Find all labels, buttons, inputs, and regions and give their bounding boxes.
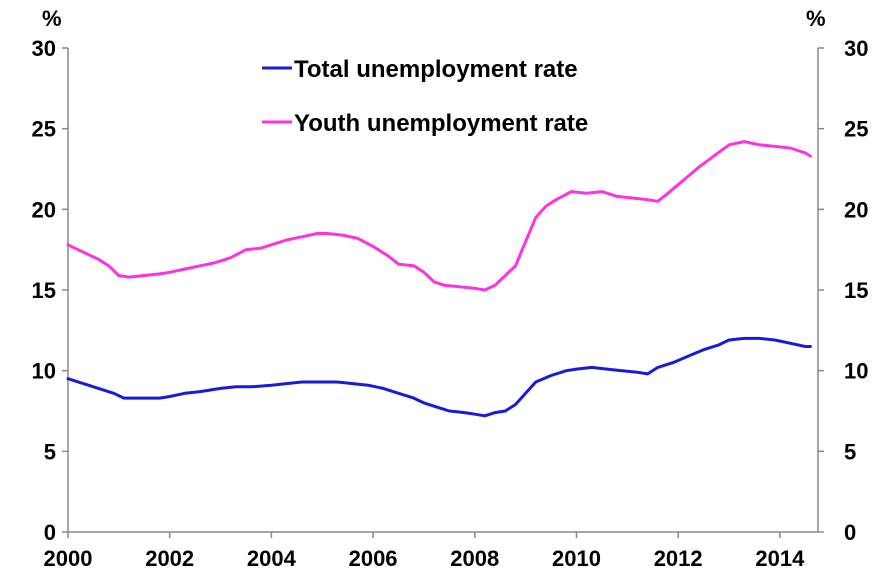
y-tick-label-right: 20 (844, 197, 868, 222)
y-tick-label-left: 20 (32, 197, 56, 222)
x-tick-label: 2012 (654, 546, 703, 571)
legend-item-total: Total unemployment rate (262, 56, 578, 83)
x-tick-label: 2004 (247, 546, 297, 571)
legend-label-total: Total unemployment rate (294, 56, 578, 83)
y-tick-label-left: 10 (32, 359, 56, 384)
legend-item-youth: Youth unemployment rate (262, 110, 588, 137)
series-lines (66, 140, 812, 418)
y-tick-label-left: 5 (44, 439, 56, 464)
y-tick-label-right: 10 (844, 359, 868, 384)
x-tick-label: 2014 (755, 546, 805, 571)
y-tick-label-right: 15 (844, 278, 868, 303)
x-tick-label: 2008 (450, 546, 499, 571)
y-tick-label-left: 15 (32, 278, 56, 303)
y-tick-label-right: 5 (844, 439, 856, 464)
x-tick-label: 2000 (44, 546, 93, 571)
y-tick-label-left: 0 (44, 520, 56, 545)
series-line-total (66, 336, 812, 418)
y-tick-label-left: 30 (32, 36, 56, 61)
tick-labels: 0 0 5 5 10 10 15 15 20 20 25 25 30 30 2000 2002 2004 2006… (32, 36, 869, 571)
y-tick-label-left: 25 (32, 117, 56, 142)
left-axis-unit-label: % (42, 6, 62, 31)
series-line-youth (66, 140, 812, 292)
x-tick-label: 2010 (552, 546, 601, 571)
legend-label-youth: Youth unemployment rate (294, 110, 588, 137)
x-tick-label: 2002 (145, 546, 194, 571)
tick-marks (62, 47, 824, 538)
y-tick-label-right: 25 (844, 117, 868, 142)
right-axis-unit-label: % (806, 6, 826, 31)
x-tick-label: 2006 (349, 546, 398, 571)
y-tick-label-right: 30 (844, 36, 868, 61)
y-tick-label-right: 0 (844, 520, 856, 545)
legend: Total unemployment rate Youth unemployme… (262, 56, 588, 137)
